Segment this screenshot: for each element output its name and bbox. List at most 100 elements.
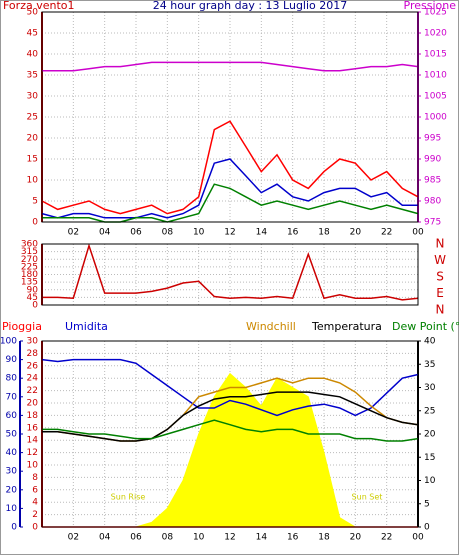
x-tick-label: 00 (412, 228, 424, 238)
x-tick-label: 14 (256, 533, 268, 543)
y2-tick-label: 975 (424, 218, 441, 228)
y-tick-label: 4 (32, 498, 38, 508)
direction-label: W (434, 253, 446, 267)
y-tick-label: 30 (27, 337, 39, 347)
x-tick-label: 08 (162, 228, 174, 238)
y-tick-label: 135 (21, 278, 38, 288)
y-tick-label: 30 (27, 92, 39, 102)
annotation: Sun Rise (111, 493, 146, 502)
y2-tick-label: 20 (424, 430, 436, 440)
x-tick-label: 02 (68, 228, 79, 238)
legend-entry: Windchill (246, 320, 296, 333)
y-tick-label: 0 (32, 301, 38, 311)
y2-tick-label: 15 (424, 453, 435, 463)
x-tick-label: 22 (381, 228, 392, 238)
y2-tick-label: 1000 (424, 113, 447, 123)
y-tick-label: 270 (21, 255, 38, 265)
y-tick-label: 225 (21, 262, 38, 272)
series-line (41, 120, 419, 215)
x-tick-label: 04 (99, 533, 111, 543)
y3-tick-label: 10 (6, 504, 18, 514)
plot-border (41, 340, 419, 528)
plot-border (41, 11, 419, 223)
legend-entry: Pioggia (2, 320, 42, 333)
y2-tick-label: 10 (424, 476, 436, 486)
y-tick-label: 315 (21, 247, 38, 257)
y-tick-label: 8 (32, 473, 38, 483)
y-tick-label: 180 (21, 270, 38, 280)
y3-tick-label: 50 (6, 430, 18, 440)
y2-tick-label: 980 (424, 197, 441, 207)
series-line (42, 243, 419, 301)
y2-tick-label: 985 (424, 176, 441, 186)
legend-entry: Dew Point (°C (392, 320, 459, 333)
y-tick-label: 90 (27, 285, 39, 295)
y2-tick-label: 1015 (424, 50, 447, 60)
y3-tick-label: 80 (6, 374, 18, 384)
x-tick-label: 10 (193, 228, 205, 238)
x-tick-label: 22 (381, 533, 392, 543)
series-line (41, 358, 419, 417)
y-tick-label: 2 (32, 510, 38, 520)
annotation: Sun Set (352, 493, 383, 502)
x-tick-label: 04 (99, 228, 111, 238)
x-tick-label: 18 (318, 228, 330, 238)
y2-tick-label: 1010 (424, 71, 447, 81)
y-tick-label: 40 (27, 50, 39, 60)
x-tick-label: 10 (193, 533, 205, 543)
x-tick-label: 16 (287, 228, 299, 238)
y-tick-label: 50 (27, 8, 39, 18)
series-line (42, 419, 419, 442)
direction-label: N (436, 303, 445, 317)
y2-tick-label: 990 (424, 155, 441, 165)
y3-tick-label: 90 (6, 355, 18, 365)
y3-tick-label: 20 (6, 485, 18, 495)
y-tick-label: 16 (27, 423, 39, 433)
y-tick-label: 28 (27, 349, 39, 359)
y2-tick-label: 995 (424, 134, 441, 144)
y2-tick-label: 40 (424, 337, 436, 347)
y-tick-label: 5 (32, 197, 38, 207)
direction-label: S (436, 270, 444, 284)
series-line (41, 158, 418, 219)
series-line (42, 391, 419, 442)
x-tick-label: 06 (130, 228, 142, 238)
x-tick-label: 20 (350, 228, 362, 238)
y-tick-label: 0 (32, 523, 38, 533)
y2-tick-label: 1020 (424, 29, 447, 39)
legend-entry: Umidita (65, 320, 108, 333)
x-tick-label: 00 (412, 533, 424, 543)
y-tick-label: 45 (27, 29, 38, 39)
y-tick-label: 360 (21, 240, 38, 250)
y-tick-label: 0 (32, 218, 38, 228)
x-tick-label: 20 (350, 533, 362, 543)
y2-label: Pressione (404, 0, 457, 12)
y2-tick-label: 25 (424, 406, 435, 416)
y-tick-label: 15 (27, 155, 38, 165)
y-tick-label: 20 (27, 134, 39, 144)
y-tick-label: 45 (27, 293, 38, 303)
y-tick-label: 6 (32, 485, 38, 495)
x-tick-label: 02 (68, 533, 79, 543)
x-tick-label: 18 (318, 533, 330, 543)
x-tick-label: 14 (256, 228, 268, 238)
y2-tick-label: 30 (424, 383, 436, 393)
legend-entry: Temperatura (311, 320, 382, 333)
y2-tick-label: 35 (424, 360, 435, 370)
x-tick-label: 08 (162, 533, 174, 543)
y3-tick-label: 100 (0, 337, 17, 347)
y-tick-label: 26 (27, 361, 39, 371)
y3-tick-label: 30 (6, 467, 18, 477)
y2-tick-label: 0 (424, 523, 430, 533)
y-tick-label: 22 (27, 386, 38, 396)
y-tick-label: 10 (27, 461, 39, 471)
direction-label: N (436, 237, 445, 251)
series-line (42, 61, 419, 72)
y2-tick-label: 1025 (424, 8, 447, 18)
y-tick-label: 14 (27, 436, 39, 446)
y-tick-label: 12 (27, 448, 38, 458)
x-tick-label: 16 (287, 533, 299, 543)
y3-tick-label: 0 (11, 523, 17, 533)
y3-tick-label: 40 (6, 448, 18, 458)
